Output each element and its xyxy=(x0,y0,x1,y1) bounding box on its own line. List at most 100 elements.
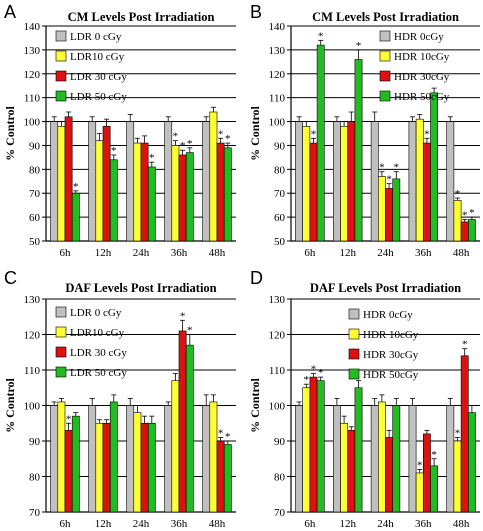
bar xyxy=(64,430,73,513)
x-tick-label: 36h xyxy=(171,518,188,530)
bar xyxy=(347,430,356,513)
x-tick-label: 36h xyxy=(171,247,188,259)
x-tick-label: 6h xyxy=(60,518,72,530)
bar xyxy=(430,465,438,513)
significance-marker: * xyxy=(318,30,324,42)
y-tick-label: 50 xyxy=(29,236,41,248)
bar xyxy=(171,145,180,242)
legend-label: HDR 0cGy xyxy=(363,309,413,321)
legend-label: LDR 0 cGy xyxy=(70,307,122,319)
bar xyxy=(370,121,379,242)
bar xyxy=(126,121,135,242)
x-tick-label: 6h xyxy=(304,247,316,259)
legend-swatch xyxy=(348,348,360,360)
bar xyxy=(164,405,173,513)
legend-swatch xyxy=(55,326,67,338)
y-tick-label: 60 xyxy=(29,212,41,224)
bar xyxy=(185,152,194,242)
bar xyxy=(302,387,311,513)
bar xyxy=(147,166,156,242)
bar xyxy=(133,412,142,513)
significance-marker: * xyxy=(462,210,468,222)
bar xyxy=(332,121,341,242)
legend-label: LDR 30 cGy xyxy=(70,347,127,359)
bar xyxy=(57,401,66,513)
bar xyxy=(88,121,97,242)
y-tick-label: 60 xyxy=(274,212,286,224)
significance-marker: * xyxy=(394,162,400,174)
legend-label: HDR 30cGy xyxy=(394,71,450,83)
chart-panel-b: B CM Levels Post Irradiation 50 60 70 80 90 100… xyxy=(248,2,480,259)
panel-letter: C xyxy=(4,268,17,288)
y-tick-label: 120 xyxy=(24,69,41,81)
significance-marker: * xyxy=(311,364,317,376)
legend-label: HDR 30cGy xyxy=(363,349,419,361)
bar xyxy=(446,121,455,242)
significance-marker: * xyxy=(180,140,186,152)
bar xyxy=(202,121,211,242)
bar xyxy=(453,440,462,513)
x-tick-label: 12h xyxy=(339,518,356,530)
y-tick-label: 80 xyxy=(274,472,286,484)
chart-title: DAF Levels Post Irradiation xyxy=(310,281,461,295)
x-tick-label: 12h xyxy=(339,247,356,259)
bar xyxy=(209,111,218,242)
bar xyxy=(460,221,469,242)
y-tick-label: 50 xyxy=(274,236,286,248)
legend-label: LDR 50 cGy xyxy=(70,91,127,103)
significance-marker: * xyxy=(73,181,79,193)
bar xyxy=(126,405,135,513)
bar xyxy=(178,154,187,242)
bar xyxy=(392,178,401,242)
bar xyxy=(392,405,401,513)
legend-swatch xyxy=(379,70,391,82)
bar xyxy=(71,415,80,513)
y-tick-label: 90 xyxy=(29,140,41,152)
bar xyxy=(295,121,303,242)
chart-panel-c: C DAF Levels Post Irradiation 70 80 90 100 110… xyxy=(3,268,236,530)
legend-label: HDR 10cGy xyxy=(394,51,450,63)
bar xyxy=(109,159,118,242)
significance-marker: * xyxy=(218,427,224,439)
bar xyxy=(302,126,311,242)
y-tick-label: 120 xyxy=(269,69,286,81)
bar xyxy=(140,422,149,513)
legend-label: HDR 50cGy xyxy=(394,91,450,103)
bar xyxy=(309,376,318,513)
y-tick-label: 100 xyxy=(269,117,286,129)
significance-marker: * xyxy=(225,133,231,145)
significance-marker: * xyxy=(173,131,179,143)
bar xyxy=(408,121,417,242)
y-tick-label: 130 xyxy=(269,45,286,57)
legend: LDR 0 cGy LDR10 cGy LDR 30 cGy LDR 50 cGy xyxy=(55,306,127,379)
bar xyxy=(354,59,363,242)
x-tick-label: 36h xyxy=(415,247,432,259)
x-tick-label: 24h xyxy=(377,518,394,530)
bar xyxy=(377,401,386,513)
legend-swatch xyxy=(348,308,360,320)
legend-swatch xyxy=(348,368,360,380)
significance-marker: * xyxy=(356,40,362,52)
bar xyxy=(88,405,97,513)
y-tick-label: 90 xyxy=(274,436,286,448)
bar xyxy=(109,401,118,513)
y-tick-label: 100 xyxy=(24,401,41,413)
bar xyxy=(295,405,303,513)
panel-letter: D xyxy=(250,268,263,288)
bar xyxy=(216,142,225,242)
bar xyxy=(385,188,393,242)
y-tick-label: 110 xyxy=(269,93,286,105)
x-tick-label: 24h xyxy=(133,247,150,259)
significance-marker: * xyxy=(225,431,231,443)
y-tick-label: 140 xyxy=(24,21,41,33)
bar xyxy=(178,330,187,513)
bar xyxy=(71,192,80,242)
bar xyxy=(340,422,348,513)
chart-title: CM Levels Post Irradiation xyxy=(68,10,215,24)
bar xyxy=(430,92,438,242)
bar xyxy=(223,147,232,242)
bar xyxy=(460,355,469,513)
bar xyxy=(50,121,59,242)
y-tick-label: 90 xyxy=(274,140,286,152)
bar xyxy=(377,176,386,242)
